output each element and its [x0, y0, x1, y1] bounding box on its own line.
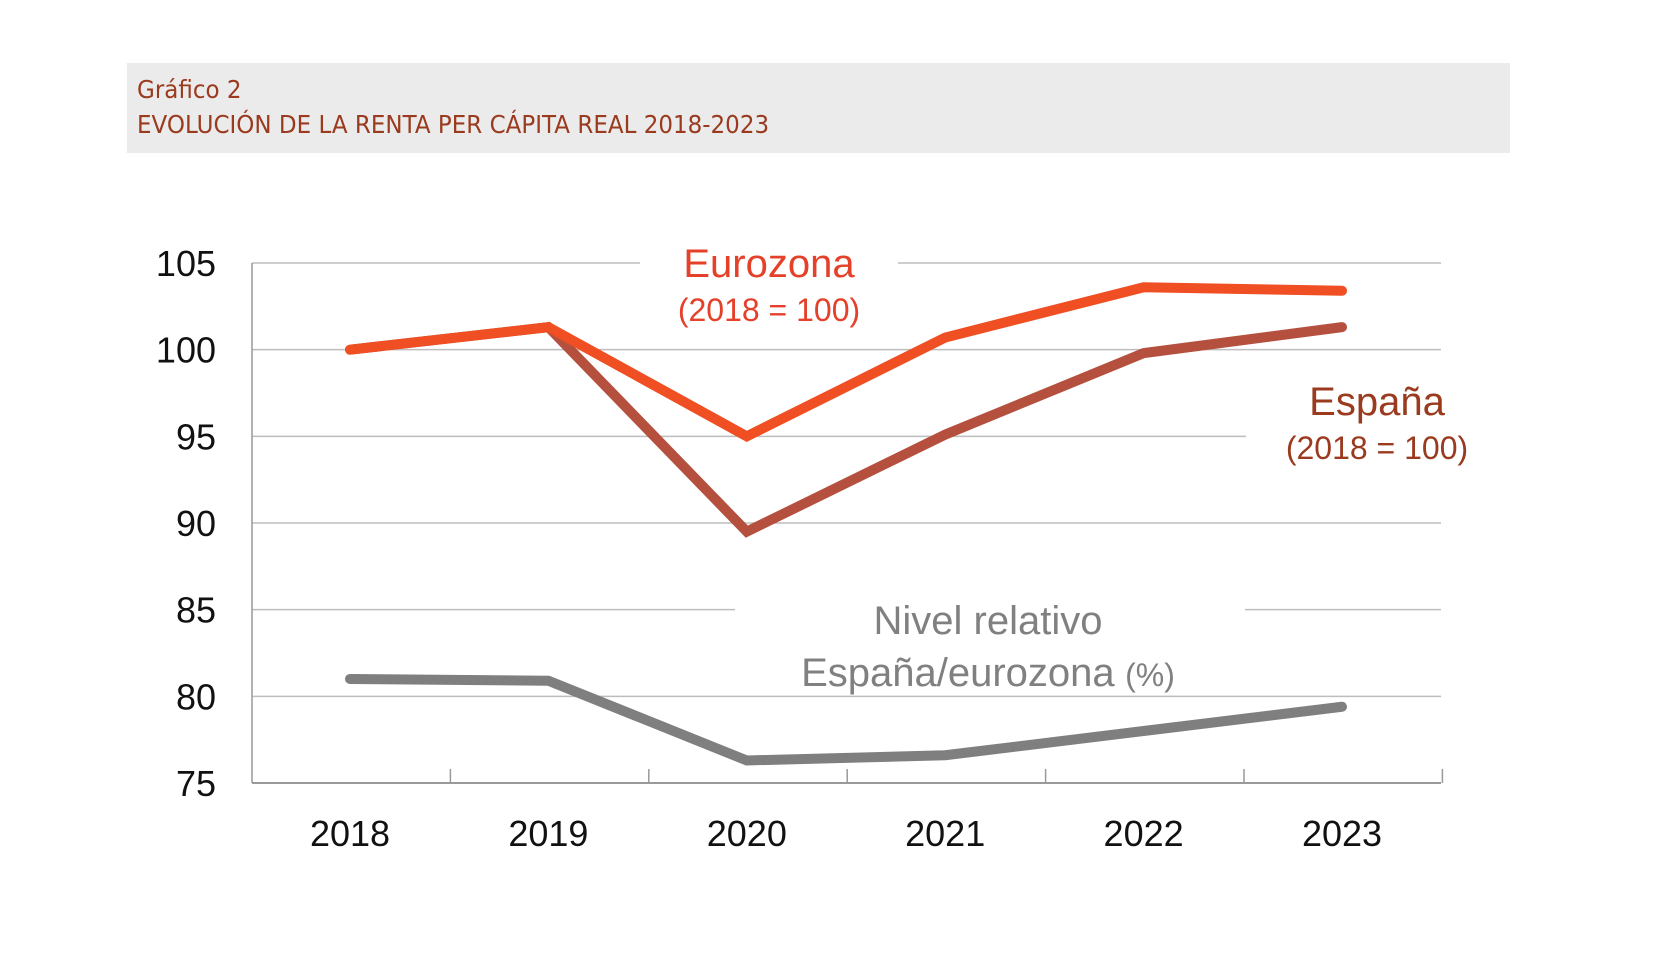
eurozona-label: Eurozona [683, 242, 855, 286]
chart-header: Gráfico 2 EVOLUCIÓN DE LA RENTA PER CÁPI… [127, 63, 1510, 153]
relativo-label: Nivel relativo [874, 599, 1103, 643]
x-tick-label-2020: 2020 [707, 813, 787, 854]
chart-number: Gráfico 2 [137, 75, 242, 104]
espana-label-bg [1246, 378, 1486, 480]
chart-title: EVOLUCIÓN DE LA RENTA PER CÁPITA REAL 20… [137, 110, 770, 139]
y-tick-label-90: 90 [176, 503, 216, 544]
relativo-label-unit: (%) [1125, 657, 1175, 693]
espana-label: España [1309, 380, 1445, 424]
axes [251, 263, 1444, 784]
x-tick-labels: 2018 2019 2020 2021 2022 2023 [310, 813, 1382, 854]
eurozona-line [345, 282, 1347, 442]
y-tick-label-105: 105 [156, 243, 216, 284]
y-tick-labels: 105 100 95 90 85 80 75 [156, 243, 216, 804]
espana-line [345, 321, 1347, 538]
eurozona-label-base: (2018 = 100) [678, 292, 860, 328]
relativo-label-line2: España/eurozona (%) [801, 651, 1175, 695]
relativo-label-sub: España/eurozona [801, 651, 1115, 695]
y-tick-label-95: 95 [176, 416, 216, 457]
x-tick-label-2023: 2023 [1302, 813, 1382, 854]
eurozona-label-bg [640, 240, 898, 340]
x-tick-label-2021: 2021 [905, 813, 985, 854]
y-tick-label-75: 75 [176, 763, 216, 804]
x-tick-label-2019: 2019 [508, 813, 588, 854]
relativo-line [345, 674, 1347, 766]
y-tick-label-100: 100 [156, 330, 216, 371]
x-tick-label-2018: 2018 [310, 813, 390, 854]
relativo-label-bg [735, 594, 1245, 692]
y-tick-label-85: 85 [176, 590, 216, 631]
series-lines [345, 282, 1347, 766]
espana-label-base: (2018 = 100) [1286, 430, 1468, 466]
x-tick-label-2022: 2022 [1104, 813, 1184, 854]
y-tick-label-80: 80 [176, 676, 216, 717]
